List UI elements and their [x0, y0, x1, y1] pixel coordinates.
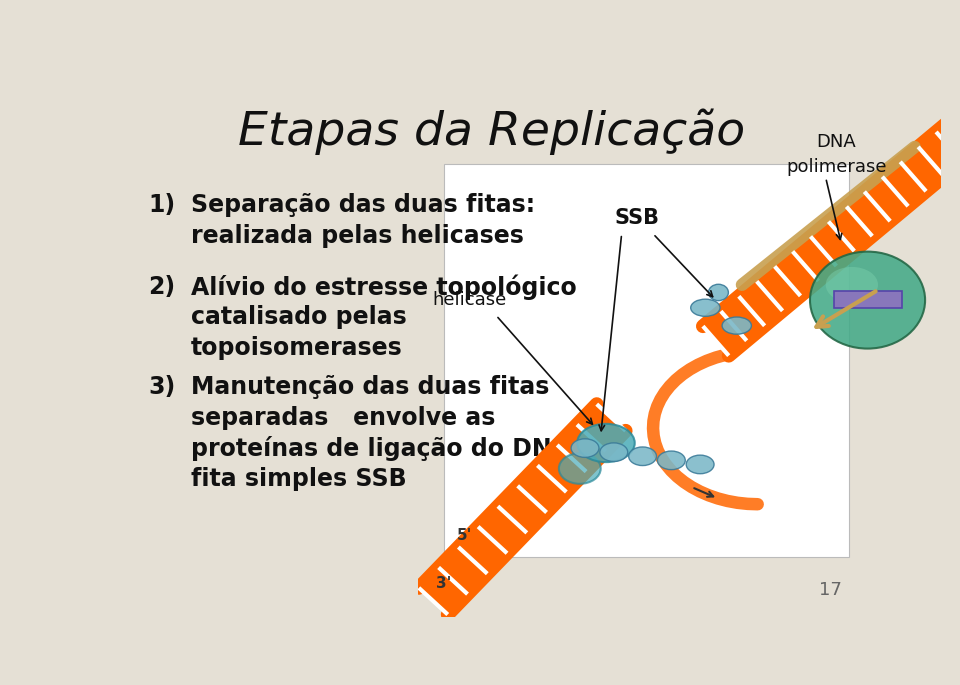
Polygon shape [900, 147, 944, 191]
Text: 5': 5' [457, 528, 472, 543]
Text: polimerase: polimerase [786, 158, 886, 177]
Ellipse shape [690, 299, 720, 316]
Ellipse shape [600, 443, 628, 462]
Polygon shape [918, 132, 960, 176]
Polygon shape [847, 192, 890, 236]
Polygon shape [828, 207, 873, 251]
Text: realizada pelas helicases: realizada pelas helicases [191, 223, 523, 247]
Text: helicase: helicase [433, 291, 507, 309]
Ellipse shape [708, 284, 729, 301]
Text: DNA: DNA [816, 133, 856, 151]
Ellipse shape [559, 453, 601, 484]
Polygon shape [882, 162, 926, 206]
Ellipse shape [686, 455, 714, 474]
Text: 1): 1) [148, 193, 176, 217]
Ellipse shape [810, 251, 925, 349]
Text: SSB: SSB [614, 208, 660, 228]
Ellipse shape [826, 267, 878, 303]
Text: Alívio do estresse topológico: Alívio do estresse topológico [191, 275, 576, 300]
Polygon shape [810, 221, 854, 266]
Text: Separação das duas fitas:: Separação das duas fitas: [191, 193, 535, 217]
Ellipse shape [571, 439, 599, 458]
Ellipse shape [722, 317, 752, 334]
Polygon shape [936, 117, 960, 162]
Polygon shape [703, 311, 747, 356]
Polygon shape [721, 297, 764, 340]
FancyBboxPatch shape [833, 291, 901, 308]
Text: catalisado pelas: catalisado pelas [191, 306, 406, 329]
Ellipse shape [629, 447, 657, 466]
Polygon shape [557, 425, 606, 471]
Polygon shape [478, 506, 527, 553]
Polygon shape [756, 266, 801, 311]
Text: 3): 3) [148, 375, 176, 399]
Polygon shape [739, 282, 782, 326]
Text: Manutenção das duas fitas: Manutenção das duas fitas [191, 375, 549, 399]
Text: topoisomerases: topoisomerases [191, 336, 402, 360]
Text: fita simples SSB: fita simples SSB [191, 466, 406, 490]
Text: 2): 2) [148, 275, 176, 299]
Ellipse shape [577, 424, 635, 462]
FancyBboxPatch shape [444, 164, 849, 557]
Polygon shape [458, 527, 507, 573]
Polygon shape [538, 445, 587, 492]
Text: Etapas da Replicação: Etapas da Replicação [238, 109, 746, 155]
Polygon shape [498, 486, 546, 533]
Polygon shape [517, 465, 566, 512]
Polygon shape [793, 236, 836, 281]
Polygon shape [775, 251, 819, 296]
Text: separadas   envolve as: separadas envolve as [191, 406, 495, 429]
Polygon shape [439, 547, 488, 594]
Polygon shape [577, 404, 626, 451]
Polygon shape [419, 567, 468, 614]
Polygon shape [864, 177, 908, 221]
Text: 17: 17 [819, 581, 842, 599]
Text: 3': 3' [436, 577, 451, 591]
Text: proteínas de ligação do DNA de: proteínas de ligação do DNA de [191, 436, 611, 461]
Ellipse shape [658, 451, 685, 470]
